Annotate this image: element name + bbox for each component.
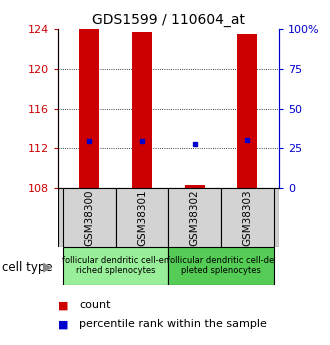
Text: count: count [79, 300, 111, 310]
Text: GSM38300: GSM38300 [84, 189, 94, 246]
Bar [237, 34, 257, 188]
Text: cell type: cell type [2, 261, 52, 274]
Text: follicular dendritic cell-en
riched splenocytes: follicular dendritic cell-en riched sple… [62, 256, 169, 275]
Text: GSM38302: GSM38302 [190, 189, 200, 246]
Text: follicular dendritic cell-de
pleted splenocytes: follicular dendritic cell-de pleted sple… [167, 256, 275, 275]
Text: ■: ■ [58, 300, 68, 310]
FancyBboxPatch shape [221, 188, 274, 247]
Text: ▶: ▶ [43, 261, 53, 274]
Bar [79, 29, 99, 188]
Text: ■: ■ [58, 319, 68, 329]
FancyBboxPatch shape [168, 188, 221, 247]
FancyBboxPatch shape [168, 247, 274, 285]
FancyBboxPatch shape [115, 188, 168, 247]
Text: percentile rank within the sample: percentile rank within the sample [79, 319, 267, 329]
Title: GDS1599 / 110604_at: GDS1599 / 110604_at [92, 13, 245, 27]
Bar [132, 32, 152, 188]
FancyBboxPatch shape [58, 188, 279, 247]
Text: GSM38301: GSM38301 [137, 189, 147, 246]
Text: GSM38303: GSM38303 [242, 189, 252, 246]
FancyBboxPatch shape [63, 247, 168, 285]
FancyBboxPatch shape [63, 188, 116, 247]
Bar [184, 185, 205, 188]
